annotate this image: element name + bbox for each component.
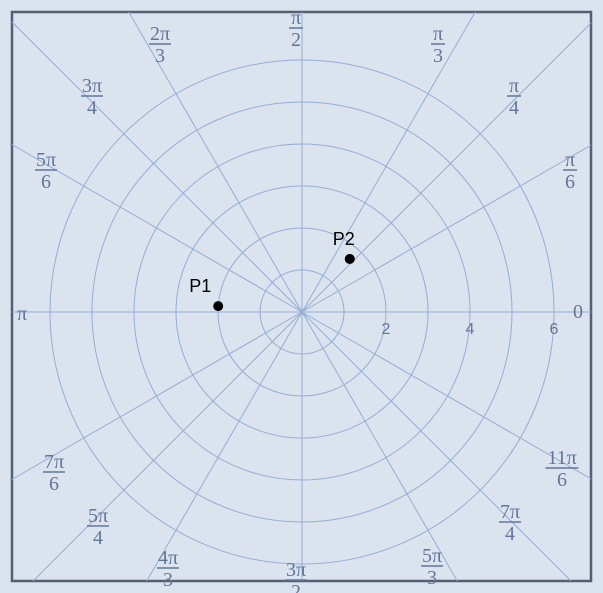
- polar-chart: 2460π6π4π3π22π33π45π6π7π65π44π33π25π37π4…: [0, 0, 603, 593]
- angle-label-num: 7π: [500, 501, 520, 523]
- angle-label-num: 7π: [44, 451, 64, 473]
- angle-label: π3: [431, 23, 445, 67]
- data-point-label: P2: [333, 229, 355, 249]
- angle-label: 0: [573, 301, 583, 323]
- angle-label-den: 3: [433, 45, 443, 67]
- angle-label-den: 3: [163, 569, 173, 591]
- angle-label-den: 4: [505, 523, 515, 545]
- angle-label: π4: [507, 75, 521, 119]
- angle-label-den: 6: [41, 171, 51, 193]
- angle-label-den: 3: [155, 45, 165, 67]
- angle-label-den: 4: [509, 97, 519, 119]
- angle-label-den: 4: [93, 527, 103, 549]
- angle-label-text: 0: [573, 301, 583, 323]
- data-point: [345, 254, 355, 264]
- angle-label-den: 2: [291, 581, 301, 593]
- angle-label: π: [17, 303, 27, 325]
- angle-label-num: π: [433, 23, 443, 45]
- angle-label-text: π: [17, 303, 27, 325]
- angle-label: π6: [563, 149, 577, 193]
- r-tick-label: 4: [466, 321, 475, 338]
- angle-label-den: 6: [49, 473, 59, 495]
- angle-label-num: 3π: [82, 75, 102, 97]
- angle-label-den: 2: [291, 29, 301, 51]
- angle-label-den: 6: [565, 171, 575, 193]
- angle-label-num: π: [291, 7, 301, 29]
- angle-label-num: π: [565, 149, 575, 171]
- angle-label-num: 5π: [422, 545, 442, 567]
- angle-label-num: 5π: [88, 505, 108, 527]
- r-tick-label: 2: [382, 321, 391, 338]
- angle-label: π2: [289, 7, 303, 51]
- data-point: [213, 301, 223, 311]
- angle-label-num: 3π: [286, 559, 306, 581]
- data-point-label: P1: [189, 276, 211, 296]
- angle-label-num: 2π: [150, 23, 170, 45]
- angle-label-num: π: [509, 75, 519, 97]
- angle-label-num: 4π: [158, 547, 178, 569]
- angle-label-den: 3: [427, 567, 437, 589]
- angle-label-num: 5π: [36, 149, 56, 171]
- r-tick-label: 6: [550, 321, 559, 338]
- angle-label-num: 11π: [547, 447, 576, 469]
- angle-label-den: 4: [87, 97, 97, 119]
- angle-label-den: 6: [557, 469, 567, 491]
